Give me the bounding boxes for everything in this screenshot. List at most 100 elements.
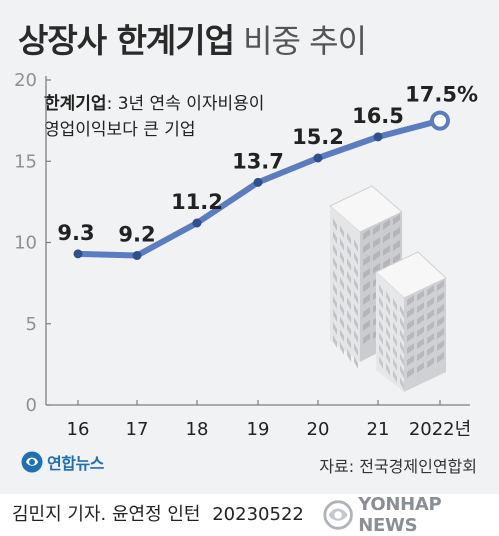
- building-window: [386, 363, 390, 376]
- building-window: [386, 339, 390, 352]
- building-window: [400, 365, 404, 378]
- building-window: [379, 344, 383, 357]
- building-window: [363, 255, 370, 266]
- building-window: [383, 245, 390, 256]
- x-tick-label: 17: [126, 419, 149, 440]
- chart-card: 상장사 한계기업 비중 추이 한계기업: 3년 연속 이자비용이 영업이익보다 …: [0, 0, 499, 494]
- building-window: [333, 283, 337, 296]
- building-window: [363, 229, 370, 240]
- x-tick-label: 18: [186, 419, 209, 440]
- building-window: [407, 307, 414, 318]
- building-window: [354, 343, 358, 356]
- building-window: [393, 253, 400, 264]
- x-tick-label: 21: [367, 419, 390, 440]
- data-point: [373, 132, 383, 142]
- building-window: [437, 304, 444, 315]
- building-window: [373, 224, 380, 235]
- building-window: [333, 257, 337, 270]
- building-window: [379, 320, 383, 333]
- building-window: [417, 302, 424, 313]
- building-window: [354, 330, 358, 343]
- building-window: [340, 238, 344, 251]
- building-window: [417, 338, 424, 349]
- y-axis-ticks: 0 5 10 15 20: [14, 70, 51, 416]
- building-window: [340, 303, 344, 316]
- building-window: [373, 263, 380, 274]
- credit-date: 20230522: [212, 504, 304, 525]
- building-window: [333, 218, 337, 231]
- building-window: [393, 240, 400, 251]
- building-window: [427, 285, 434, 296]
- building-window: [400, 305, 404, 318]
- yonhap-circle-logo-icon: [21, 451, 43, 473]
- building-window: [386, 291, 390, 304]
- building-window: [386, 351, 390, 364]
- chart-subtitle: 한계기업: 3년 연속 이자비용이 영업이익보다 큰 기업: [44, 91, 264, 143]
- building-window: [354, 252, 358, 265]
- building-window: [333, 309, 337, 322]
- x-axis-labels: 16 17 18 19 20 21 2022년: [67, 400, 471, 440]
- subtitle-term: 한계기업: [44, 94, 107, 114]
- y-tick-label: 15: [14, 151, 37, 172]
- building-window: [354, 317, 358, 330]
- data-label: 15.2: [292, 125, 344, 149]
- building-window: [347, 323, 351, 336]
- credit-line: 김민지 기자. 윤연정 인턴 20230522: [12, 500, 304, 526]
- building-window: [340, 316, 344, 329]
- building-window: [347, 245, 351, 258]
- data-point-last: [430, 110, 450, 131]
- subtitle-text-1: : 3년 연속 이자비용이: [106, 94, 265, 114]
- building-window: [363, 281, 370, 292]
- x-tick-label: 2022년: [409, 419, 471, 440]
- building-window: [379, 284, 383, 297]
- building-window: [340, 342, 344, 355]
- title-main: 상장사 한계기업: [18, 21, 235, 60]
- building-window: [354, 356, 358, 369]
- building-window: [407, 295, 414, 306]
- building-window: [373, 250, 380, 261]
- building-window: [407, 355, 414, 366]
- title-sub: 비중 추이: [243, 22, 367, 60]
- building-window: [340, 225, 344, 238]
- building-window: [347, 271, 351, 284]
- building-window: [333, 244, 337, 257]
- building-window: [363, 333, 370, 344]
- building-window: [400, 329, 404, 342]
- building-window: [363, 268, 370, 279]
- yonhap-globe-icon: [323, 500, 353, 530]
- building-window: [393, 227, 400, 238]
- building-window: [437, 328, 444, 339]
- building-window: [393, 322, 397, 335]
- building-window: [347, 336, 351, 349]
- building-window: [354, 278, 358, 291]
- building-window: [333, 322, 337, 335]
- building-window: [379, 296, 383, 309]
- building-window: [379, 308, 383, 321]
- building-window: [340, 290, 344, 303]
- building-window: [383, 258, 390, 269]
- data-point: [132, 251, 142, 260]
- building-window: [437, 292, 444, 303]
- building-window: [393, 346, 397, 359]
- building-window: [379, 332, 383, 345]
- building-window: [393, 214, 400, 225]
- building-window: [417, 350, 424, 361]
- building-window: [407, 367, 414, 378]
- building-window: [373, 237, 380, 248]
- watermark-text: YONHAP NEWS: [358, 494, 442, 536]
- chart-title: 상장사 한계기업 비중 추이: [18, 14, 367, 62]
- building-window: [354, 265, 358, 278]
- subtitle-line-2: 영업이익보다 큰 기업: [44, 120, 196, 140]
- data-label: 17.5%: [405, 83, 478, 107]
- building-window: [347, 258, 351, 271]
- data-point: [73, 249, 83, 259]
- building-window: [347, 310, 351, 323]
- data-label: 9.3: [57, 221, 94, 245]
- building-window: [340, 329, 344, 342]
- building-window: [417, 362, 424, 373]
- data-labels: 9.3 9.2 11.2 13.7 15.2 16.517.5%: [57, 83, 478, 247]
- building-window: [417, 314, 424, 325]
- building-window: [437, 280, 444, 291]
- building-window: [437, 352, 444, 363]
- yonhap-logo: 연합뉴스: [20, 450, 104, 474]
